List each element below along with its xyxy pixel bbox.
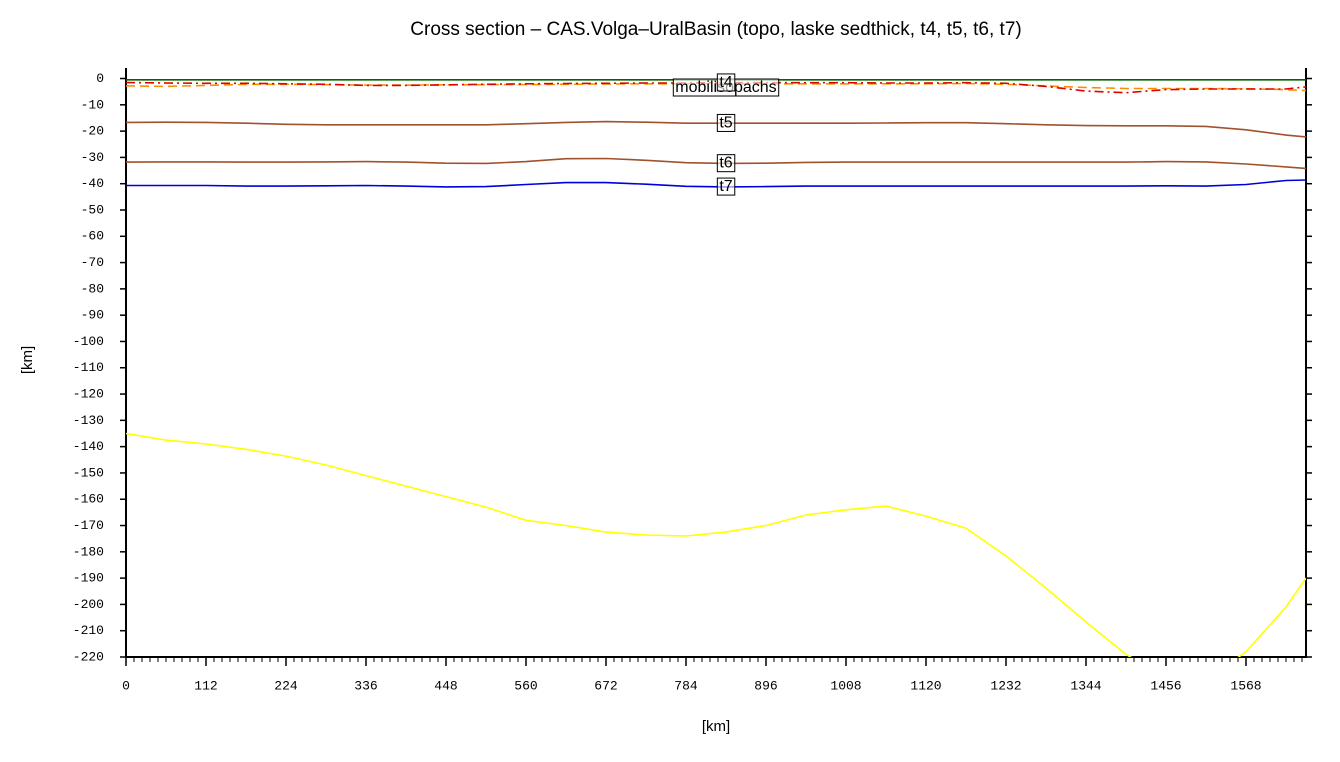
series-line (126, 157, 1306, 170)
x-tick-label: 1232 (990, 678, 1021, 693)
y-tick-label: -60 (81, 229, 104, 244)
plot-area (126, 79, 1306, 657)
x-tick-label: 896 (754, 678, 777, 693)
x-tick-label: 112 (194, 678, 217, 693)
y-tick-label: -50 (81, 202, 104, 217)
y-tick-label: -20 (81, 124, 104, 139)
y-tick-label: -220 (73, 649, 104, 664)
x-tick-label: 448 (434, 678, 457, 693)
series-line (126, 179, 1306, 188)
y-tick-label: -210 (73, 623, 104, 638)
x-tick-label: 560 (514, 678, 537, 693)
x-tick-label: 784 (674, 678, 698, 693)
y-tick-label: -100 (73, 334, 104, 349)
y-tick-label: -80 (81, 281, 104, 296)
x-tick-label: 224 (274, 678, 298, 693)
series-label-box (716, 177, 736, 196)
x-tick-label: 0 (122, 678, 130, 693)
y-tick-label: -120 (73, 386, 104, 401)
x-tick-label: 1344 (1070, 678, 1101, 693)
y-tick-label: 0 (96, 71, 104, 86)
series-line (126, 432, 1306, 657)
y-tick-label: -130 (73, 413, 104, 428)
series-label-text: t6 (719, 155, 732, 172)
y-tick-label: -30 (81, 150, 104, 165)
series-line (126, 120, 1306, 138)
series-label-box (716, 73, 736, 92)
y-tick-label: -170 (73, 518, 104, 533)
series-label-box (716, 154, 736, 173)
x-tick-label: 1008 (830, 678, 861, 693)
series-label-text: t5 (719, 114, 732, 131)
y-tick-label: -150 (73, 465, 104, 480)
y-tick-label: -10 (81, 97, 104, 112)
y-tick-label: -110 (73, 360, 104, 375)
x-tick-label: 336 (354, 678, 377, 693)
series-label-box (716, 113, 736, 132)
x-tick-label: 1568 (1230, 678, 1261, 693)
x-tick-label: 672 (594, 678, 617, 693)
x-tick-label: 1120 (910, 678, 941, 693)
series-label: t4 (716, 73, 736, 92)
y-tick-label: -180 (73, 544, 104, 559)
y-tick-label: -190 (73, 571, 104, 586)
series-label-text: t4 (719, 74, 732, 91)
y-axis-label: [km] (19, 346, 36, 374)
series-label-text: t7 (719, 178, 732, 195)
y-tick-label: -40 (81, 176, 104, 191)
y-tick-label: -140 (73, 439, 104, 454)
x-tick-label: 1456 (1150, 678, 1181, 693)
chart-title: Cross section – CAS.Volga–UralBasin (top… (410, 19, 1021, 40)
series-label: t6 (716, 154, 736, 173)
y-tick-label: -200 (73, 597, 104, 612)
y-tick-label: -160 (73, 492, 104, 507)
series-label: t5 (716, 113, 736, 132)
y-tick-label: -70 (81, 255, 104, 270)
series-line (126, 82, 1306, 92)
y-tick-label: -90 (81, 308, 104, 323)
series-label: t7 (716, 177, 736, 196)
x-axis-label: [km] (702, 718, 730, 735)
